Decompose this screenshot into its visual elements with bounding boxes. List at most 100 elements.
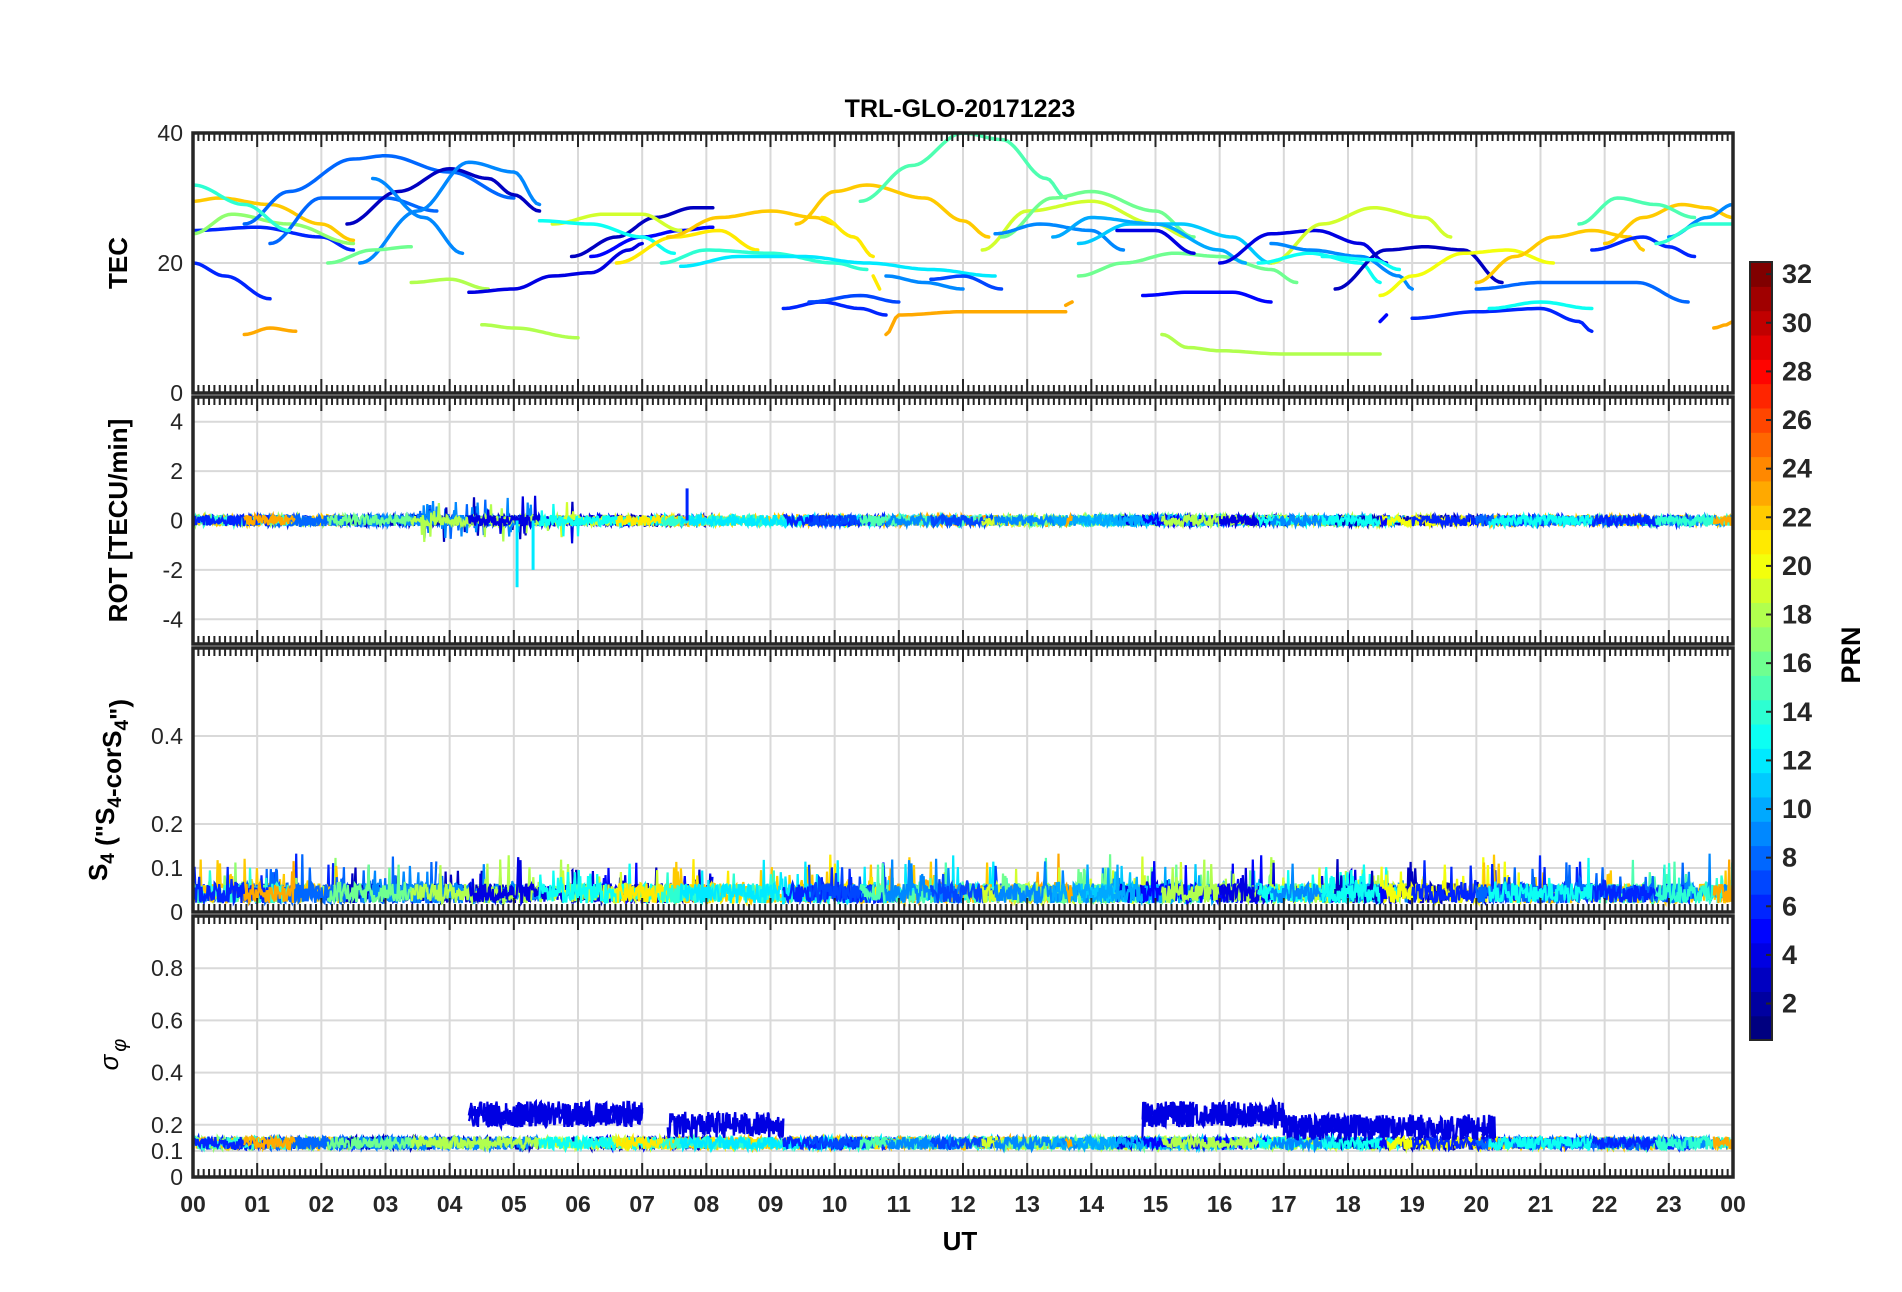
tec-series-prn-20 [1378, 248, 1556, 298]
tec-series-prn-23 [242, 326, 298, 337]
y-tick-label-sigma: 0.4 [151, 1060, 183, 1086]
y-tick-label-tec: 0 [170, 380, 183, 406]
colorbar-step [1750, 529, 1772, 555]
x-axis-label: UT [943, 1226, 978, 1256]
colorbar-step [1750, 578, 1772, 603]
tec-series-prn-15 [858, 133, 1068, 204]
colorbar-step [1750, 286, 1772, 312]
sigma-series-prn-23 [243, 1134, 296, 1152]
tec-series-prn-18 [409, 277, 490, 291]
colorbar-step [1750, 626, 1772, 652]
sigma-enhanced-prn-4 [467, 1099, 644, 1132]
y-tick-label-rot: 4 [170, 409, 183, 435]
colorbar-step [1750, 359, 1772, 385]
rot-series-prn-16 [326, 511, 412, 528]
tec-series-prn-7 [807, 293, 901, 304]
rot-series-prn-5 [1379, 515, 1388, 529]
tec-series-prn-3 [345, 167, 542, 226]
colorbar-step [1750, 262, 1772, 287]
s4-series-prn-13 [1488, 857, 1593, 904]
colorbar-tick-label: 18 [1782, 600, 1812, 630]
sigma-enhanced-prn-4 [1141, 1096, 1285, 1130]
colorbar-step [1750, 991, 1772, 1017]
rot-series-prn-6 [193, 511, 271, 530]
tec-series-prn-23 [884, 310, 1068, 337]
sigma-series-prn-23 [1712, 1136, 1733, 1151]
tec-series-prn-9 [884, 274, 965, 291]
y-tick-label-rot: 2 [170, 458, 183, 484]
y-axis-label-tec: TEC [103, 237, 133, 289]
x-tick-label: 15 [1143, 1191, 1169, 1217]
y-axis-label-s4: S4 ("S4-corS4") [83, 699, 134, 881]
colorbar-tick-label: 26 [1782, 405, 1812, 435]
sigma-series-prn-13 [1488, 1134, 1593, 1153]
tec-series-prn-19 [550, 212, 683, 233]
x-tick-label: 06 [565, 1191, 591, 1217]
colorbar-step [1750, 894, 1772, 920]
plot-area-s4 [193, 853, 1733, 908]
y-tick-label-s4: 0.4 [151, 723, 183, 749]
rot-series-prn-14 [1654, 512, 1733, 529]
x-tick-label: 10 [822, 1191, 848, 1217]
x-tick-label: 23 [1656, 1191, 1682, 1217]
y-axis-label-sigma: σφ [94, 1039, 131, 1071]
x-tick-label: 19 [1399, 1191, 1425, 1217]
tec-series-prn-11 [1076, 222, 1273, 265]
sigma-enhanced-prn-4 [666, 1110, 785, 1141]
tec-series-prn-6 [1590, 235, 1697, 259]
colorbar-step [1750, 1015, 1772, 1041]
colorbar-step [1750, 942, 1772, 968]
tec-series-prn-14 [659, 248, 869, 272]
y-tick-label-rot: -2 [163, 557, 183, 583]
colorbar-tick-label: 6 [1782, 891, 1797, 921]
sigma-series-prn-16 [326, 1134, 412, 1152]
colorbar-tick-label: 28 [1782, 356, 1812, 386]
y-tick-label-sigma: 0.2 [151, 1112, 183, 1138]
y-tick-label-sigma: 0.1 [151, 1138, 183, 1164]
colorbar-step [1750, 505, 1772, 531]
tec-series-prn-22 [193, 196, 356, 243]
y-tick-label-rot: 0 [170, 508, 183, 534]
y-tick-label-rot: -4 [163, 606, 184, 632]
tec-series-prn-9 [1269, 241, 1414, 291]
panel-sigma: 00.10.2 0.4 0.6 0.8 σφ [94, 914, 1735, 1190]
colorbar-tick-label: 14 [1782, 697, 1812, 727]
tec-series-prn-7 [929, 274, 1004, 291]
tec-series-prn-6 [781, 300, 888, 317]
y-tick-label-tec: 20 [157, 250, 183, 276]
x-tick-label: 09 [758, 1191, 784, 1217]
tec-series-prn-19 [1269, 206, 1453, 265]
colorbar-tick-label: 24 [1782, 454, 1812, 484]
colorbar-tick-label: 2 [1782, 989, 1797, 1019]
plot-area-rot [193, 488, 1733, 588]
tec-series-prn-3 [1333, 245, 1504, 291]
tec-series-prn-9 [358, 160, 542, 265]
colorbar-tick-label: 12 [1782, 745, 1812, 775]
tec-series-prn-12 [678, 254, 997, 278]
tec-series-prn-3 [569, 206, 715, 259]
tec-series-prn-6 [1410, 306, 1594, 334]
tec-series-prn-13 [1487, 300, 1594, 311]
colorbar-step [1750, 821, 1772, 847]
tec-series-prn-5 [1140, 290, 1273, 304]
tec-series-prn-4 [1115, 228, 1196, 256]
colorbar-tick-label: 22 [1782, 502, 1812, 532]
s4-series-prn-10 [1051, 864, 1245, 907]
y-tick-label-sigma: 0.6 [151, 1007, 183, 1033]
sigma-series-prn-9 [885, 1133, 964, 1152]
colorbar-step [1750, 748, 1772, 774]
tec-series-prn-23 [1712, 319, 1733, 330]
x-tick-label: 07 [629, 1191, 655, 1217]
colorbar-tick-label: 4 [1782, 940, 1797, 970]
tec-series-prn-18 [480, 323, 580, 340]
rot-series-prn-23 [1064, 511, 1073, 529]
y-tick-label-s4: 0.2 [151, 811, 183, 837]
x-tick-label: 05 [501, 1191, 527, 1217]
colorbar-tick-label: 32 [1782, 259, 1812, 289]
colorbar-step [1750, 772, 1772, 798]
x-tick-label: 01 [244, 1191, 270, 1217]
tec-series-prn-21 [614, 228, 760, 265]
s4-series-prn-23 [1712, 859, 1733, 904]
colorbar-step [1750, 675, 1772, 701]
colorbar-label: PRN [1836, 626, 1866, 683]
